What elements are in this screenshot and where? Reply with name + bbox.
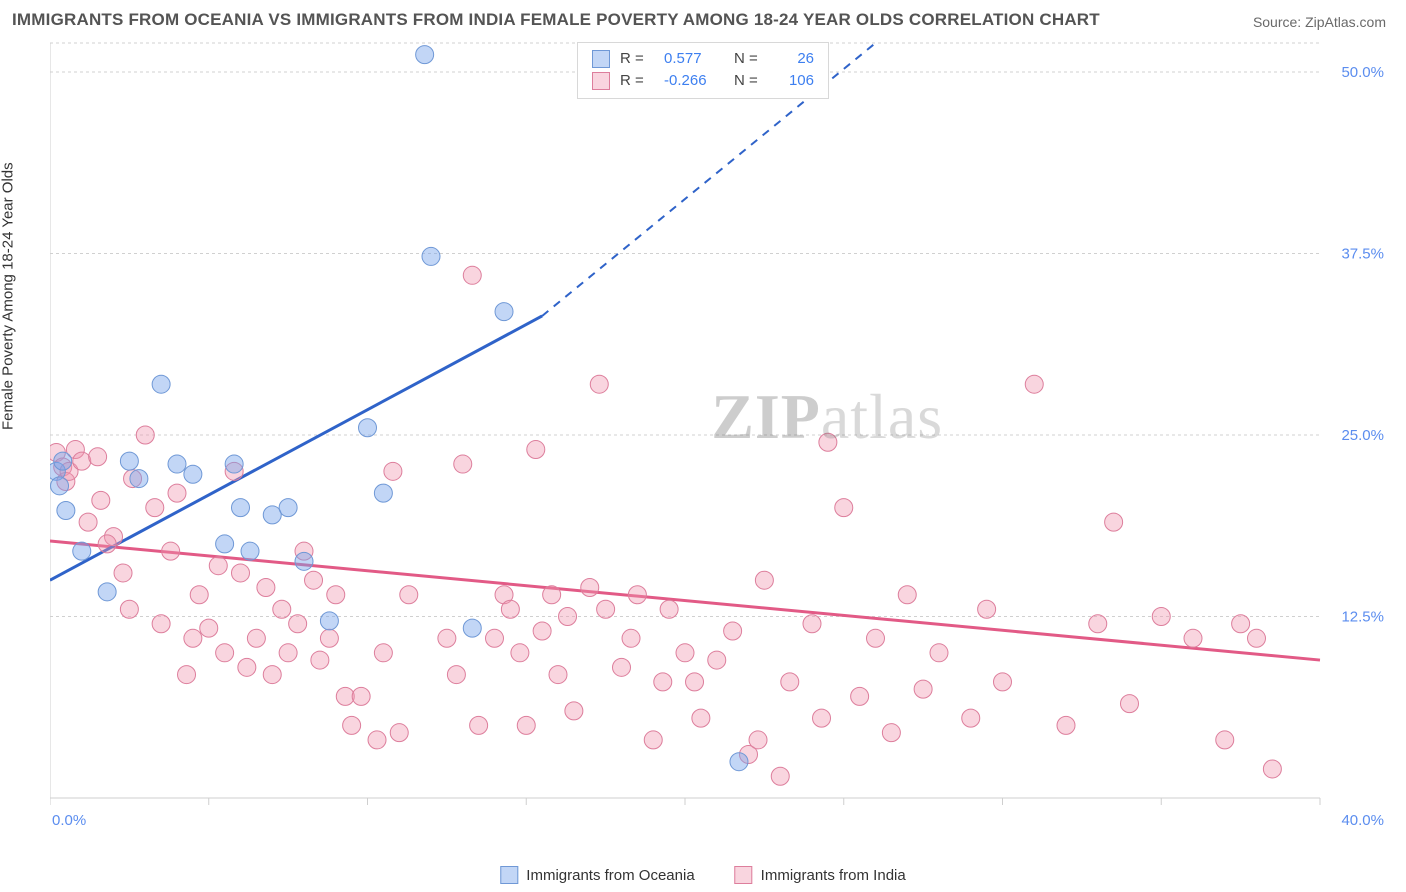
oceania-swatch <box>592 50 610 68</box>
india-swatch <box>592 72 610 90</box>
legend-item-india: Immigrants from India <box>735 866 906 884</box>
legend-item-oceania: Immigrants from Oceania <box>500 866 694 884</box>
svg-text:37.5%: 37.5% <box>1341 246 1384 263</box>
n-label: N = <box>734 48 768 70</box>
svg-text:12.5%: 12.5% <box>1341 609 1384 626</box>
chart-svg: 12.5% 25.0% 37.5% 50.0% 0.0% 40.0% <box>50 38 1390 828</box>
legend-row-oceania: R = 0.577 N = 26 <box>592 48 814 70</box>
n-value-oceania: 26 <box>778 48 814 70</box>
correlation-legend: R = 0.577 N = 26 R = -0.266 N = 106 <box>577 42 829 99</box>
svg-text:50.0%: 50.0% <box>1341 64 1384 81</box>
n-value-india: 106 <box>778 70 814 92</box>
legend-label-oceania: Immigrants from Oceania <box>526 867 694 884</box>
series-legend: Immigrants from Oceania Immigrants from … <box>500 866 905 884</box>
india-swatch-icon <box>735 866 753 884</box>
n-label: N = <box>734 70 768 92</box>
legend-row-india: R = -0.266 N = 106 <box>592 70 814 92</box>
svg-text:25.0%: 25.0% <box>1341 427 1384 444</box>
plot-area: 12.5%25.0%37.5%50.0%0.0%40.0% ZIPatlas <box>50 38 1390 828</box>
r-label: R = <box>620 70 654 92</box>
r-value-oceania: 0.577 <box>664 48 724 70</box>
legend-label-india: Immigrants from India <box>761 867 906 884</box>
chart-title: IMMIGRANTS FROM OCEANIA VS IMMIGRANTS FR… <box>12 10 1100 30</box>
oceania-swatch-icon <box>500 866 518 884</box>
svg-text:0.0%: 0.0% <box>52 812 86 828</box>
y-axis-label: Female Poverty Among 18-24 Year Olds <box>0 162 17 430</box>
source-attribution: Source: ZipAtlas.com <box>1253 14 1386 30</box>
r-value-india: -0.266 <box>664 70 724 92</box>
r-label: R = <box>620 48 654 70</box>
svg-text:40.0%: 40.0% <box>1341 812 1384 828</box>
